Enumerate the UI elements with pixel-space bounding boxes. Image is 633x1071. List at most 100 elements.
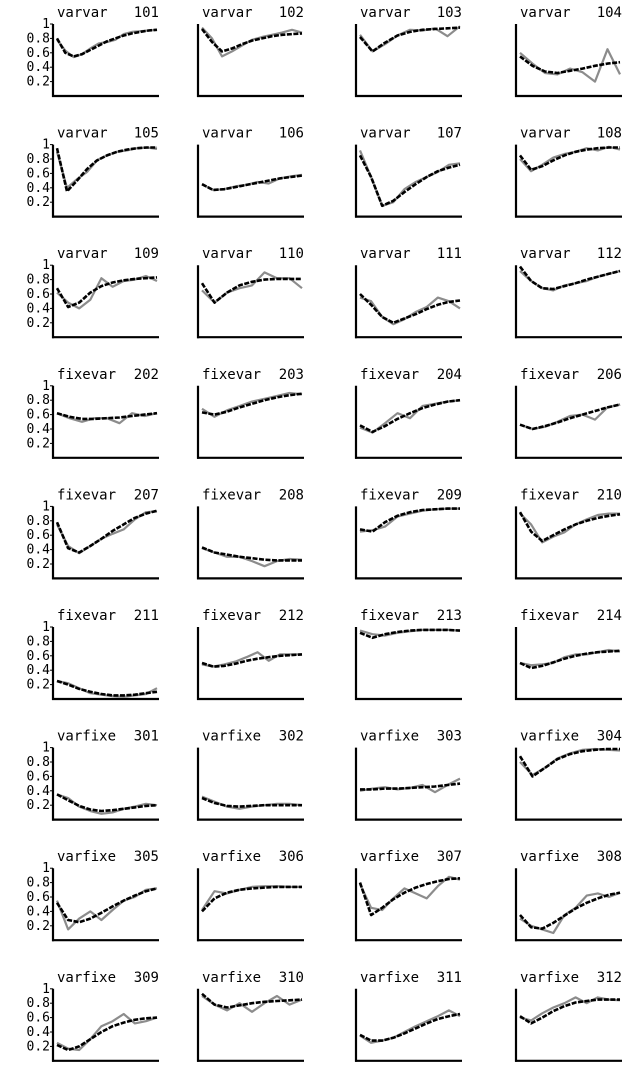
panel-104: varvar 104 [514,5,622,98]
y-tick-label: 0.6 [27,649,50,664]
panel-id-label: 207 [134,487,159,503]
panel-id-label: 109 [134,246,159,262]
panel-id-label: 310 [279,970,304,986]
panel-301: varfixe 301 10.80.60.40.2 [27,729,159,821]
y-tick-label: 1 [42,379,50,394]
panel-condition-label: varfixe [202,970,261,986]
fitted-series-line [359,1012,461,1042]
y-tick-label: 0.8 [27,152,50,167]
y-tick-label: 0.4 [27,60,51,75]
panel-condition-label: fixevar [202,608,261,624]
fitted-series-line [518,511,621,543]
panel-condition-label: fixevar [57,367,116,383]
panel-310: varfixe 310 [196,970,304,1062]
panel-302: varfixe 302 [196,729,304,821]
observed-series-line [56,412,158,425]
panel-id-label: 213 [437,608,462,624]
y-tick-label: 0.8 [27,514,50,529]
panel-id-label: 308 [597,849,622,865]
panel-condition-label: varfixe [360,970,419,986]
observed-series-line [359,875,461,912]
panel-condition-label: varvar [360,126,411,142]
panel-id-label: 204 [437,367,462,383]
panel-condition-label: varfixe [202,849,261,865]
panel-condition-label: varvar [202,5,253,21]
observed-series-line [56,28,158,59]
panel-207: fixevar 207 10.80.60.40.2 [27,487,159,580]
fitted-series-line [360,782,461,791]
fitted-series-line [518,747,620,778]
observed-series-line [56,274,158,310]
y-tick-label: 0.8 [27,634,50,649]
fitted-series-line [56,411,158,421]
panel-id-label: 112 [597,246,622,262]
panel-condition-label: fixevar [520,608,579,624]
panel-308: varfixe 308 [514,849,622,942]
y-tick-label: 0.8 [27,31,50,46]
y-tick-label: 0.4 [27,904,51,919]
fitted-series-line [359,507,460,533]
panel-id-label: 208 [279,487,304,503]
panel-105: varvar 105 10.80.60.40.2 [27,126,159,218]
panel-condition-label: varfixe [57,729,116,745]
panel-102: varvar 102 [196,5,304,98]
y-tick-label: 0.4 [27,422,51,437]
y-tick-label: 1 [42,17,50,32]
panel-id-label: 301 [134,729,159,745]
panel-111: varvar 111 [354,246,462,339]
panel-condition-label: varvar [202,246,253,262]
observed-series-line [56,793,158,815]
fitted-series-line [519,403,621,431]
fitted-series-line [359,26,461,53]
fitted-series-line [518,265,621,291]
panel-id-label: 303 [437,729,462,745]
y-tick-label: 0.4 [27,301,51,316]
panel-id-label: 104 [597,5,622,21]
panel-214: fixevar 214 [514,608,622,701]
panel-id-label: 304 [597,729,622,745]
panel-108: varvar 108 [514,126,622,218]
fitted-series-line [358,877,461,917]
panel-id-label: 305 [134,849,159,865]
observed-series-line [359,25,461,53]
y-tick-label: 0.8 [27,393,50,408]
panel-303: varfixe 303 [354,729,462,821]
y-tick-label: 0.4 [27,663,51,678]
panel-204: fixevar 204 [354,367,462,459]
y-tick-label: 0.8 [27,273,50,288]
panel-206: fixevar 206 [514,367,622,459]
panel-id-label: 206 [597,367,622,383]
panel-condition-label: fixevar [520,487,579,503]
panel-id-label: 105 [134,126,159,142]
panel-id-label: 101 [134,5,159,21]
panel-202: fixevar 202 10.80.60.40.2 [27,367,159,459]
panel-id-label: 211 [134,608,159,624]
panel-id-label: 212 [279,608,304,624]
observed-series-line [519,48,621,83]
panel-210: fixevar 210 [514,487,622,580]
observed-series-line [519,269,621,292]
fitted-series-line [359,628,461,640]
observed-series-line [55,146,158,189]
panel-condition-label: varvar [57,246,108,262]
panel-id-label: 210 [597,487,622,503]
fitted-series-line [359,293,461,325]
panel-212: fixevar 212 [196,608,304,701]
observed-series-line [358,149,461,207]
panel-306: varfixe 306 [196,849,304,942]
panel-id-label: 108 [597,126,622,142]
panel-condition-label: varfixe [520,970,579,986]
fitted-series-line [201,174,303,192]
panel-condition-label: varfixe [57,970,116,986]
panel-103: varvar 103 [354,5,462,98]
observed-series-line [519,996,621,1022]
y-tick-label: 0.2 [27,436,50,451]
y-tick-label: 0.4 [27,543,51,558]
panel-311: varfixe 311 [354,970,462,1062]
fitted-series-line [201,653,303,668]
fitted-series-line [359,398,461,434]
y-tick-label: 1 [42,620,50,635]
y-tick-label: 0.2 [27,195,50,210]
fitted-series-line [200,277,302,304]
observed-series-line [201,547,303,568]
